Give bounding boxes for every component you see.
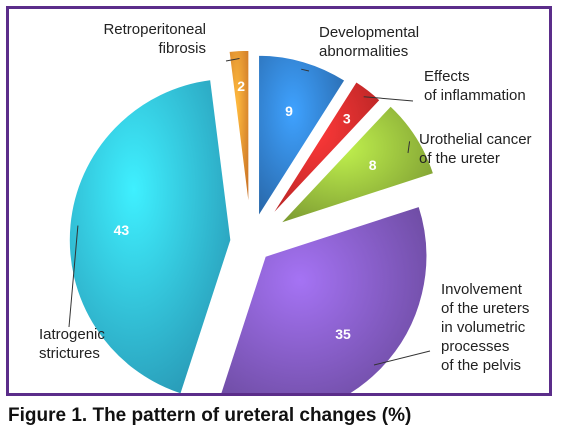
leader-line (363, 96, 414, 102)
pie-slice-4 (219, 205, 428, 393)
pie-slice-3 (279, 104, 435, 225)
slice-value-label: 3 (343, 111, 351, 127)
category-label: Developmental abnormalities (319, 24, 419, 60)
pie-slice-2 (268, 80, 382, 219)
slice-value-label: 35 (335, 326, 351, 342)
category-label: Retroperitoneal fibrosis (103, 21, 206, 57)
category-label: Effects of inflammation (424, 68, 526, 104)
leader-line (373, 350, 431, 366)
pie-slice-5 (68, 78, 232, 393)
pie-chart: 9 Developmental abnormalities 3 Effects of in… (39, 21, 532, 393)
leader-line (225, 58, 240, 62)
pie-slice-6 (227, 49, 250, 213)
leader-line (407, 141, 411, 154)
category-label: Involvement of the ureters in volumetric pr… (441, 281, 529, 374)
category-label: Iatrogenic strictures (39, 326, 105, 362)
pie-slice-1 (257, 54, 347, 220)
slice-value-label: 9 (285, 103, 293, 119)
chart-frame: 9 Developmental abnormalities 3 Effects of in… (6, 6, 552, 396)
slice-value-label: 43 (114, 222, 130, 238)
slice-value-label: 2 (237, 78, 245, 94)
leader-line (301, 68, 310, 72)
figure-caption: Figure 1. The pattern of ureteral change… (8, 405, 412, 426)
leader-line (68, 225, 79, 328)
category-label: Urothelial cancer of the ureter (419, 131, 532, 167)
slice-value-label: 8 (369, 157, 377, 173)
